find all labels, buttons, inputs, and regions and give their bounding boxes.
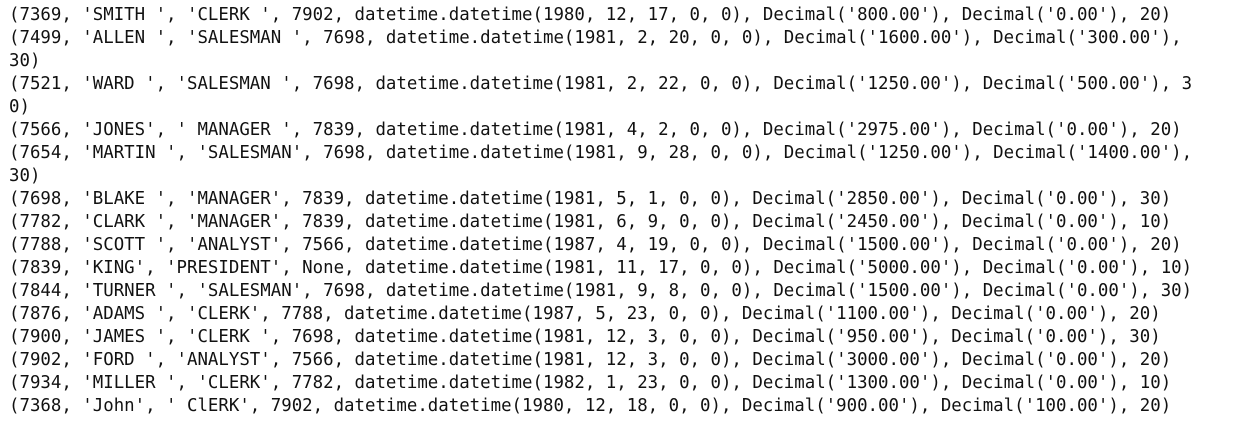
console-output: (7369, 'SMITH ', 'CLERK ', 7902, datetim… [9,4,1235,424]
output-line: (7654, 'MARTIN ', 'SALESMAN', 7698, date… [9,143,1193,163]
output-line: 30) [9,51,41,71]
output-line: (7521, 'WARD ', 'SALESMAN ', 7698, datet… [9,74,1193,94]
output-line: (7900, 'JAMES ', 'CLERK ', 7698, datetim… [9,327,1161,347]
output-line: 30) [9,166,41,186]
output-line: (7876, 'ADAMS ', 'CLERK', 7788, datetime… [9,304,1161,324]
output-line: 0) [9,97,30,117]
output-line: (7499, 'ALLEN ', 'SALESMAN ', 7698, date… [9,28,1182,48]
output-line: (7369, 'SMITH ', 'CLERK ', 7902, datetim… [9,5,1172,25]
output-line: (7844, 'TURNER ', 'SALESMAN', 7698, date… [9,281,1193,301]
output-line: (7782, 'CLARK ', 'MANAGER', 7839, dateti… [9,212,1172,232]
output-line: (7368, 'John', ' ClERK', 7902, datetime.… [9,396,1172,416]
output-line: (7839, 'KING', 'PRESIDENT', None, dateti… [9,258,1193,278]
output-line: (7902, 'FORD ', 'ANALYST', 7566, datetim… [9,350,1172,370]
output-line: (7698, 'BLAKE ', 'MANAGER', 7839, dateti… [9,189,1172,209]
output-line: (7934, 'MILLER ', 'CLERK', 7782, datetim… [9,373,1172,393]
output-line: (7566, 'JONES', ' MANAGER ', 7839, datet… [9,120,1182,140]
output-line: (7788, 'SCOTT ', 'ANALYST', 7566, dateti… [9,235,1182,255]
